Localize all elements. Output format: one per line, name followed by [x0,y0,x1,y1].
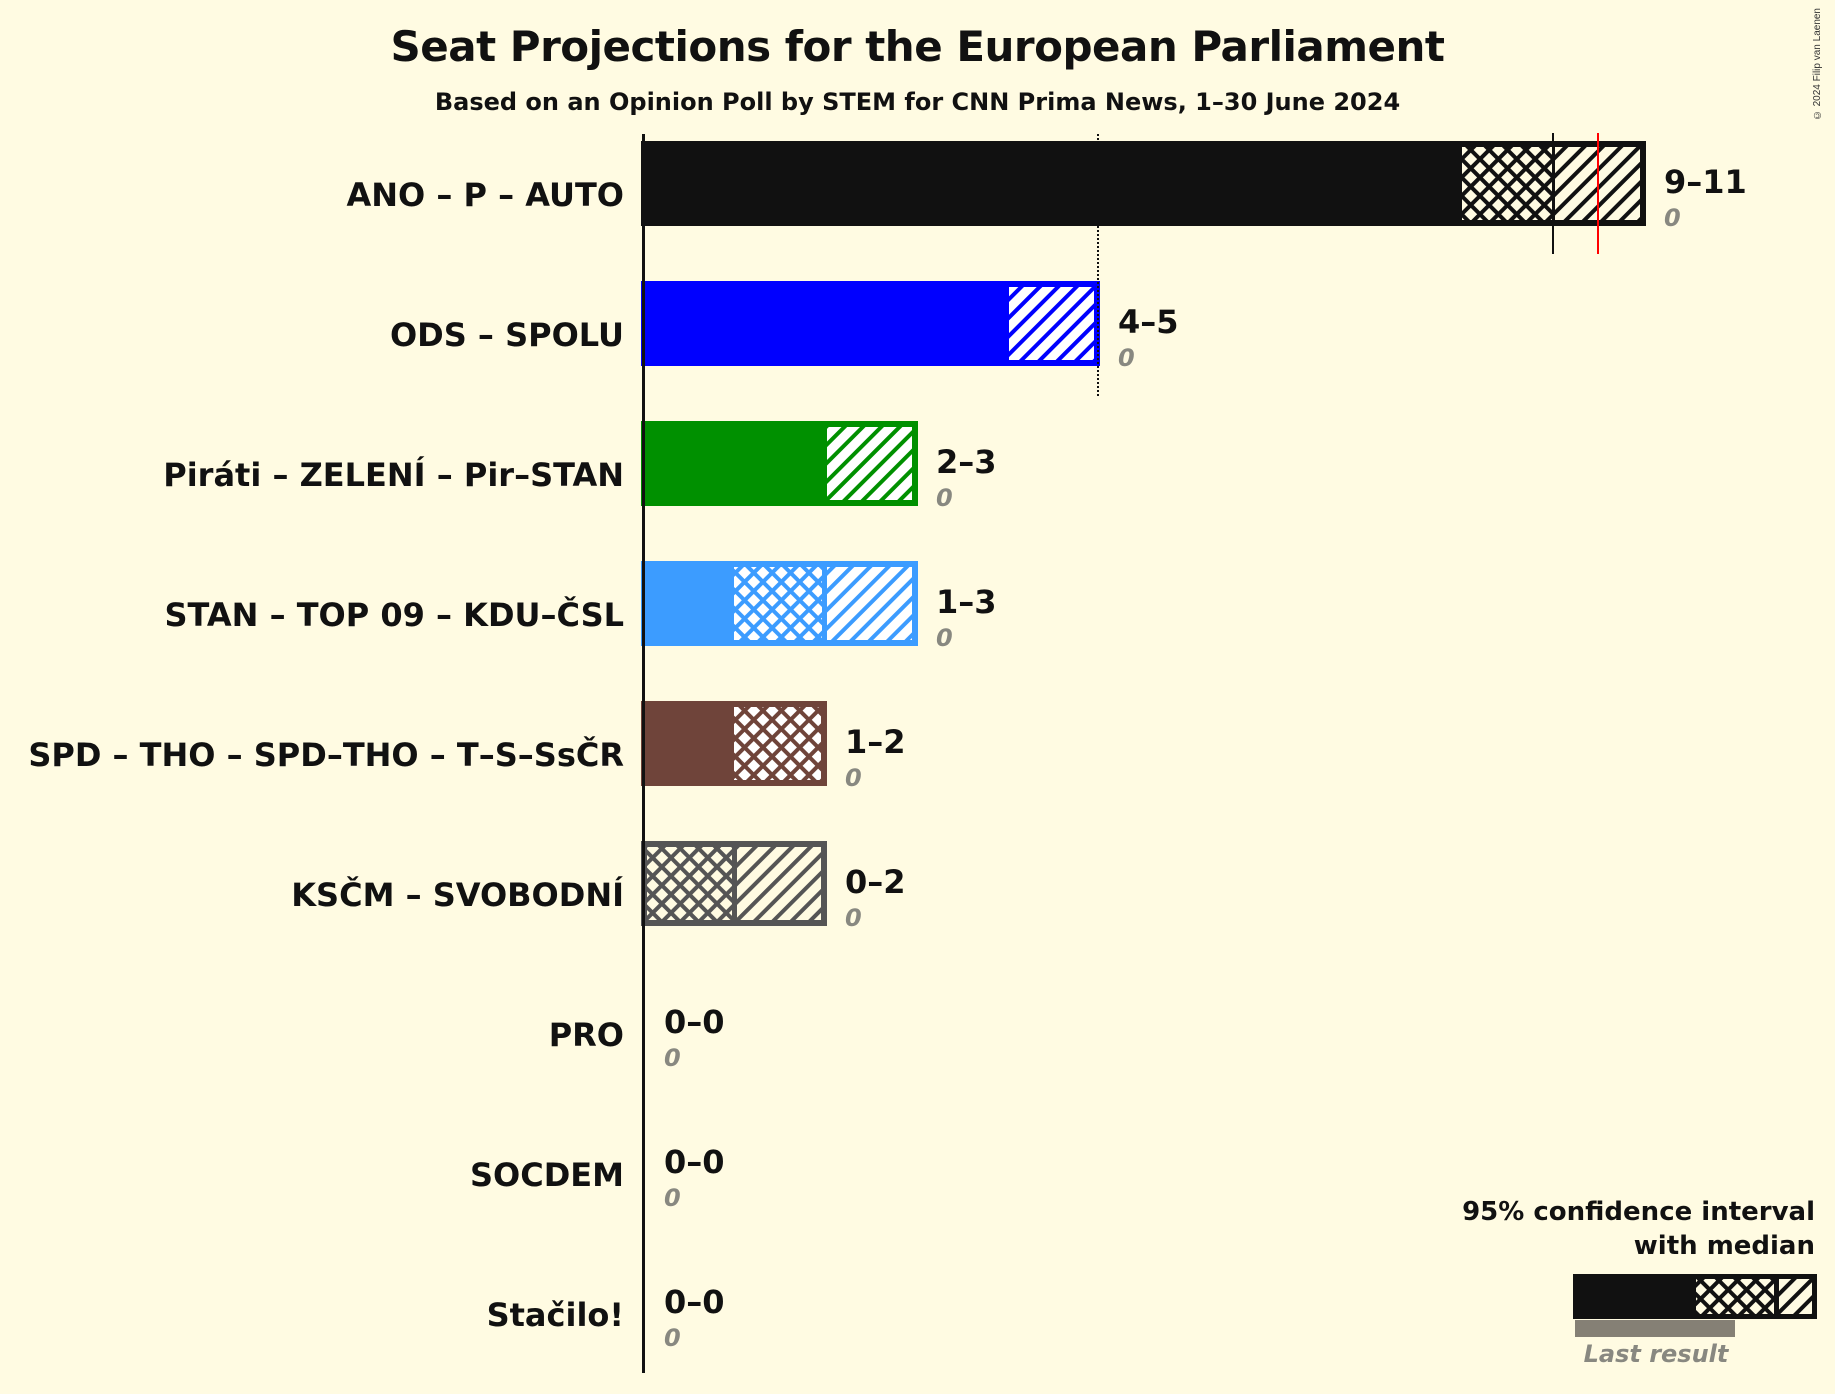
bar-spd [641,701,827,786]
range-label: 2–3 [936,443,997,481]
range-label: 0–2 [845,863,906,901]
last-result-value: 0 [664,1184,681,1212]
bar-stan [641,561,918,646]
bar-kscm [641,841,827,926]
bar-ano [641,133,1646,254]
last-result-value: 0 [845,764,862,792]
range-label: 1–2 [845,723,906,761]
legend-title-line2: with median [1633,1231,1815,1261]
last-result-value: 0 [936,484,953,512]
row-label: SPD – THO – SPD–THO – T–S–SsČR [28,736,624,774]
bar-pirati [641,421,918,506]
row-label: SOCDEM [470,1156,624,1194]
range-label: 0–0 [664,1003,725,1041]
majority-line [1097,134,1099,396]
row-label: PRO [548,1016,624,1054]
range-label: 1–3 [936,583,997,621]
last-result-value: 0 [664,1324,681,1352]
legend-swatch [1573,1274,1817,1337]
last-result-value: 0 [1664,204,1681,232]
range-label: 0–0 [664,1143,725,1181]
legend-last-result: Last result [1583,1340,1729,1368]
chart-subtitle: Based on an Opinion Poll by STEM for CNN… [434,88,1401,116]
y-axis-line [642,134,645,1373]
range-label: 0–0 [664,1283,725,1321]
bar-ods [641,281,1100,366]
last-result-value: 0 [936,624,953,652]
range-label: 4–5 [1118,303,1179,341]
row-label: ODS – SPOLU [389,316,624,354]
row-label: ANO – P – AUTO [346,176,624,214]
row-label: Stačilo! [486,1296,624,1334]
row-label: STAN – TOP 09 – KDU–ČSL [164,596,624,634]
legend-title-line1: 95% confidence interval [1462,1197,1815,1227]
last-result-value: 0 [1118,344,1135,372]
chart-title: Seat Projections for the European Parlia… [390,22,1445,71]
last-result-value: 0 [664,1044,681,1072]
row-label: KSČM – SVOBODNÍ [291,876,624,914]
last-result-value: 0 [845,904,862,932]
row-label: Piráti – ZELENÍ – Pir–STAN [163,456,624,494]
range-label: 9–11 [1664,163,1747,201]
legend-title: 95% confidence interval with median [1462,1195,1815,1263]
